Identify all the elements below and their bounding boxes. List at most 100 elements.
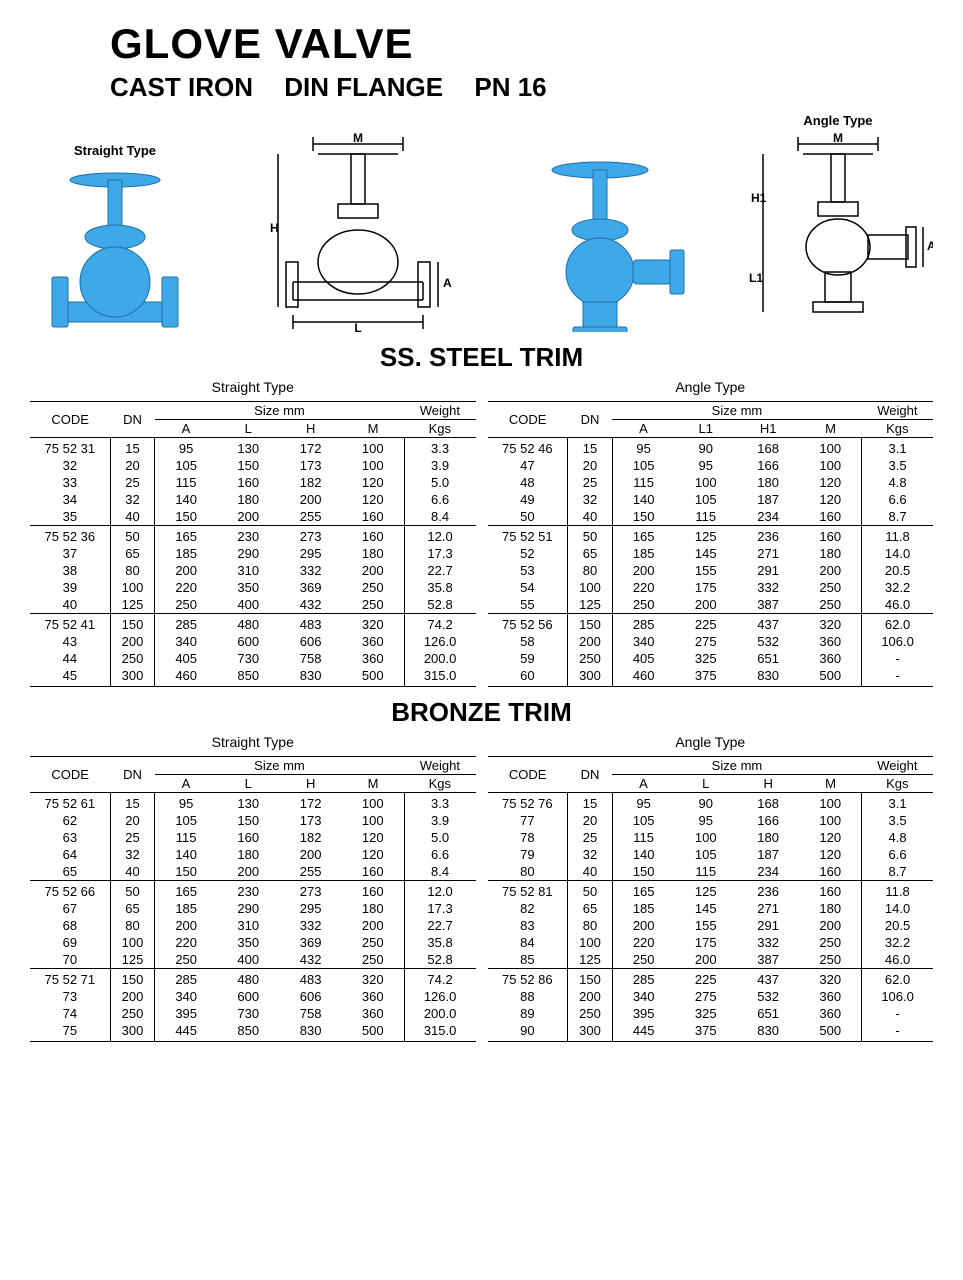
cell-size: 90	[675, 793, 737, 813]
cell-code: 75 52 61	[30, 793, 110, 813]
valve-photo-angle	[515, 152, 685, 332]
cell-code: 75 52 76	[488, 793, 568, 813]
cell-size: 165	[612, 526, 674, 546]
cell-size: 160	[799, 863, 861, 881]
cell-weight: 35.8	[404, 579, 475, 596]
cell-size: 160	[217, 829, 279, 846]
cell-dn: 65	[568, 900, 613, 917]
cell-dn: 15	[568, 793, 613, 813]
cell-size: 95	[675, 812, 737, 829]
cell-size: 432	[279, 951, 341, 969]
cell-weight: 3.9	[404, 812, 475, 829]
cell-size: 651	[737, 650, 799, 667]
table-row: 75 52 8615028522543732062.0	[488, 969, 934, 989]
table-row: 75 52 6115951301721003.3	[30, 793, 476, 813]
cell-weight: 3.3	[404, 438, 475, 458]
fig-straight-photo: Straight Type	[30, 143, 200, 332]
cell-weight: 6.6	[862, 491, 933, 508]
cell-code: 69	[30, 934, 110, 951]
table-row: 838020015529120020.5	[488, 917, 934, 934]
cell-size: 360	[799, 633, 861, 650]
cell-size: 200	[342, 917, 404, 934]
cell-weight: 17.3	[404, 900, 475, 917]
cell-code: 78	[488, 829, 568, 846]
cell-code: 77	[488, 812, 568, 829]
cell-code: 82	[488, 900, 568, 917]
cell-size: 100	[342, 457, 404, 474]
table-row: 3910022035036925035.8	[30, 579, 476, 596]
col-size-sub: L	[217, 420, 279, 438]
cell-weight: 11.8	[862, 881, 933, 901]
cell-size: 600	[217, 633, 279, 650]
cell-size: 225	[675, 969, 737, 989]
page-subtitle: CAST IRON DIN FLANGE PN 16	[110, 72, 933, 103]
fig-angle-diagram: Angle Type M H1 A L1	[743, 113, 933, 332]
cell-code: 75	[30, 1022, 110, 1042]
cell-size: 180	[217, 846, 279, 863]
cell-code: 48	[488, 474, 568, 491]
cell-size: 230	[217, 526, 279, 546]
cell-code: 63	[30, 829, 110, 846]
cell-weight: 5.0	[404, 829, 475, 846]
col-size-sub: A	[612, 420, 674, 438]
cell-size: 271	[737, 545, 799, 562]
cell-dn: 125	[568, 596, 613, 614]
col-weight: Weight	[404, 402, 475, 420]
cell-size: 172	[279, 793, 341, 813]
table-row: 65401502002551608.4	[30, 863, 476, 881]
cell-weight: 315.0	[404, 1022, 475, 1042]
cell-size: 160	[217, 474, 279, 491]
cell-weight: 3.3	[404, 793, 475, 813]
cell-size: 100	[799, 812, 861, 829]
table-row: 49321401051871206.6	[488, 491, 934, 508]
col-size-sub: L1	[675, 420, 737, 438]
cell-dn: 150	[110, 969, 155, 989]
cell-size: 165	[155, 526, 217, 546]
cell-size: 360	[799, 650, 861, 667]
cell-dn: 25	[568, 474, 613, 491]
cell-weight: 200.0	[404, 650, 475, 667]
cell-size: 500	[799, 667, 861, 687]
cell-size: 95	[155, 793, 217, 813]
cell-dn: 300	[110, 1022, 155, 1042]
fig-caption: Straight Type	[30, 143, 200, 158]
cell-size: 850	[217, 667, 279, 687]
cell-dn: 32	[110, 491, 155, 508]
cell-size: 651	[737, 1005, 799, 1022]
table-row: 75 52 365016523027316012.0	[30, 526, 476, 546]
cell-weight: -	[862, 1022, 933, 1042]
cell-code: 58	[488, 633, 568, 650]
subtitle-part: DIN FLANGE	[284, 72, 443, 102]
cell-size: 160	[799, 526, 861, 546]
cell-size: 100	[342, 438, 404, 458]
col-size: Size mm	[612, 757, 861, 775]
table-row: 32201051501731003.9	[30, 457, 476, 474]
col-kgs: Kgs	[862, 420, 933, 438]
cell-size: 200	[799, 917, 861, 934]
cell-size: 95	[612, 438, 674, 458]
cell-weight: 62.0	[862, 969, 933, 989]
cell-dn: 15	[110, 793, 155, 813]
table-caption: Straight Type	[30, 379, 476, 395]
cell-dn: 80	[568, 917, 613, 934]
cell-size: 285	[155, 614, 217, 634]
cell-size: 480	[217, 969, 279, 989]
cell-dn: 200	[110, 988, 155, 1005]
cell-code: 34	[30, 491, 110, 508]
cell-size: 325	[675, 650, 737, 667]
cell-size: 160	[342, 508, 404, 526]
cell-size: 100	[799, 793, 861, 813]
cell-size: 220	[155, 934, 217, 951]
cell-size: 175	[675, 579, 737, 596]
valve-photo-straight	[30, 162, 200, 332]
cell-size: 200	[217, 508, 279, 526]
cell-size: 850	[217, 1022, 279, 1042]
cell-code: 68	[30, 917, 110, 934]
col-code: CODE	[30, 402, 110, 438]
cell-size: 400	[217, 951, 279, 969]
spec-table: CODEDNSize mmWeightALHMKgs75 52 76159590…	[488, 756, 934, 1042]
table-row: 35401502002551608.4	[30, 508, 476, 526]
cell-size: 182	[279, 474, 341, 491]
cell-size: 273	[279, 881, 341, 901]
cell-size: 115	[612, 829, 674, 846]
